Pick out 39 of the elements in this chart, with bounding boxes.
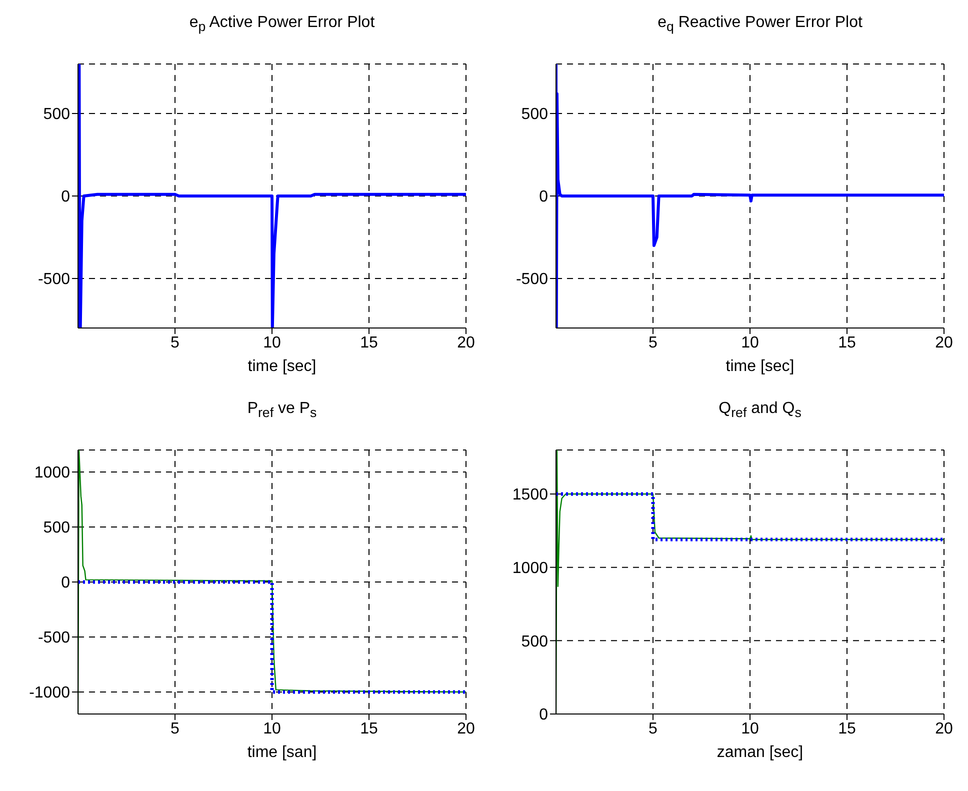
x-tick-label: 15 (838, 334, 856, 352)
x-axis-title: zaman [sec] (716, 744, 804, 762)
x-tick-label: 5 (170, 720, 180, 738)
y-tick-label: -1000 (29, 684, 70, 702)
x-tick-label: 10 (263, 720, 281, 738)
x-axis-title: time [sec] (246, 358, 318, 376)
chart-title: P$_{ref}$ ve P$_{s}$ (246, 399, 318, 422)
x-tick-label: 15 (360, 334, 378, 352)
y-tick-label: 500 (43, 520, 70, 537)
x-axis-title: time [san] (246, 744, 318, 762)
y-tick-label: 500 (521, 106, 548, 124)
y-tick-label: 500 (521, 633, 548, 650)
y-tick-label: 1000 (34, 464, 70, 482)
chart-title: e$_{q}$ Reactive Power Error Plot (656, 13, 864, 36)
y-tick-label: 1500 (512, 486, 548, 504)
y-tick-label: 0 (61, 188, 70, 206)
y-tick-label: 0 (61, 574, 70, 592)
x-tick-label: 10 (263, 334, 281, 352)
x-tick-label: 10 (741, 334, 759, 352)
y-tick-label: -500 (38, 271, 70, 288)
y-tick-label: 0 (539, 706, 548, 724)
y-tick-label: 0 (539, 188, 548, 206)
x-tick-label: 15 (360, 720, 378, 738)
y-tick-label: -500 (38, 630, 70, 647)
x-tick-label: 5 (170, 334, 180, 352)
x-tick-label: 20 (457, 720, 475, 738)
chart-title: e$_{p}$ Active Power Error Plot (188, 13, 376, 36)
x-tick-label: 20 (457, 334, 475, 352)
y-tick-label: 1000 (512, 560, 548, 578)
y-tick-label: -500 (516, 271, 548, 288)
x-axis-title: time [sec] (724, 358, 796, 376)
x-tick-label: 10 (741, 720, 759, 738)
y-tick-label: 500 (43, 106, 70, 124)
x-tick-label: 20 (935, 334, 953, 352)
x-tick-label: 5 (648, 334, 658, 352)
chart-title: Q$_{ref}$ and Q$_{s}$ (718, 399, 802, 422)
x-tick-label: 20 (935, 720, 953, 738)
x-tick-label: 15 (838, 720, 856, 738)
x-tick-label: 5 (648, 720, 658, 738)
